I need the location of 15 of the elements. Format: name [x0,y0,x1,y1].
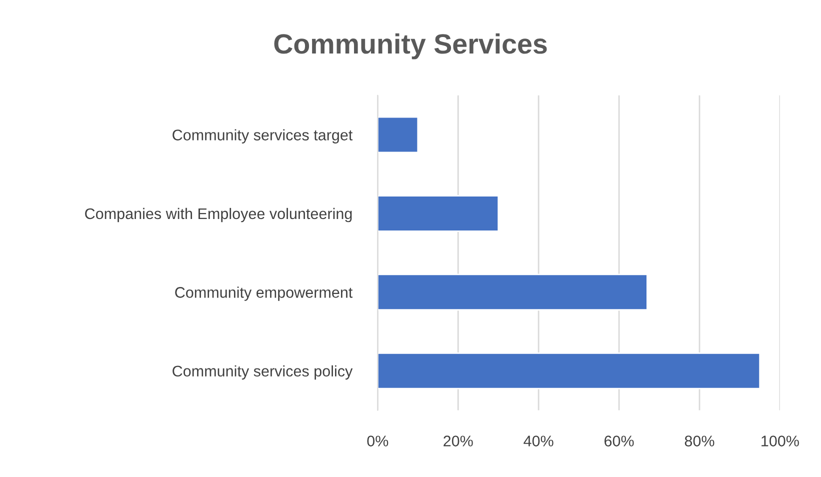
x-tick-label: 60% [604,436,634,446]
x-tick-label: 20% [444,436,473,446]
bar [378,274,648,311]
x-tick-label: 100% [762,436,799,446]
x-tick-label: 40% [524,436,554,446]
y-tick-label: Community services target [172,129,353,144]
bar [378,352,761,390]
y-tick-label: Community empowerment [175,286,353,301]
x-tick-label: 0% [367,436,388,446]
chart-title: Community Services [274,33,547,60]
y-tick-label: Companies with Employee volunteering [85,208,352,222]
x-tick-label: 80% [684,436,714,446]
bar [378,195,500,232]
y-tick-label: Community services policy [172,365,353,380]
bar [378,116,419,154]
